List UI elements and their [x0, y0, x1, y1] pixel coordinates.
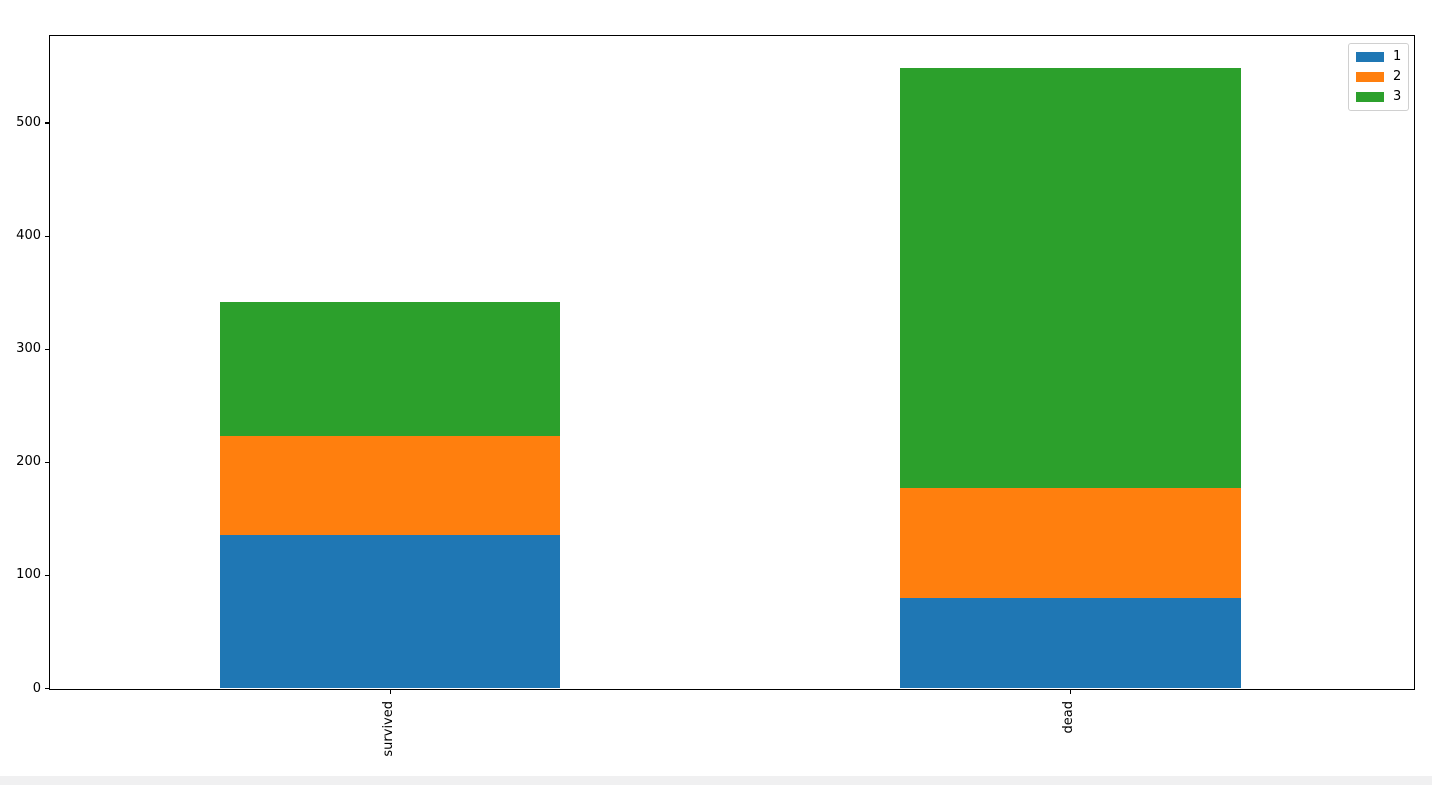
y-tick-mark: [45, 687, 50, 690]
bottom-strip: [0, 776, 1432, 785]
bar-segment-dead-class-1: [900, 598, 1241, 689]
y-tick-label: 100: [16, 567, 41, 583]
y-tick-mark: [45, 574, 50, 576]
y-tick-mark: [45, 348, 50, 350]
legend-swatch-icon: [1356, 52, 1384, 62]
y-tick-mark: [45, 461, 50, 463]
legend: 1 2 3: [1348, 43, 1410, 111]
bar-segment-survived-class-1: [220, 534, 561, 689]
x-tick-mark: [1069, 688, 1072, 694]
y-tick-mark: [45, 235, 50, 237]
legend-swatch-icon: [1356, 72, 1384, 82]
y-tick-label: 500: [16, 115, 41, 131]
legend-swatch-icon: [1356, 92, 1384, 102]
legend-entry-3: 3: [1356, 90, 1401, 104]
bar-segment-dead-class-2: [900, 488, 1241, 599]
bar-segment-survived-class-2: [220, 436, 561, 535]
y-tick-label: 200: [16, 454, 41, 470]
legend-entry-1: 1: [1356, 50, 1401, 64]
legend-entry-2: 2: [1356, 70, 1401, 84]
legend-label: 1: [1393, 49, 1402, 64]
y-tick-label: 400: [16, 228, 41, 244]
x-tick-mark: [389, 688, 391, 694]
legend-label: 3: [1393, 89, 1402, 104]
x-tick-label-survived: survived: [381, 700, 397, 757]
bar-segment-survived-class-3: [220, 301, 561, 437]
legend-label: 2: [1393, 69, 1402, 84]
y-tick-label: 0: [32, 680, 41, 696]
y-tick-label: 300: [16, 341, 41, 357]
bar-segment-dead-class-3: [900, 67, 1241, 489]
x-tick-label-dead: dead: [1061, 700, 1077, 733]
y-tick-mark: [45, 122, 50, 124]
